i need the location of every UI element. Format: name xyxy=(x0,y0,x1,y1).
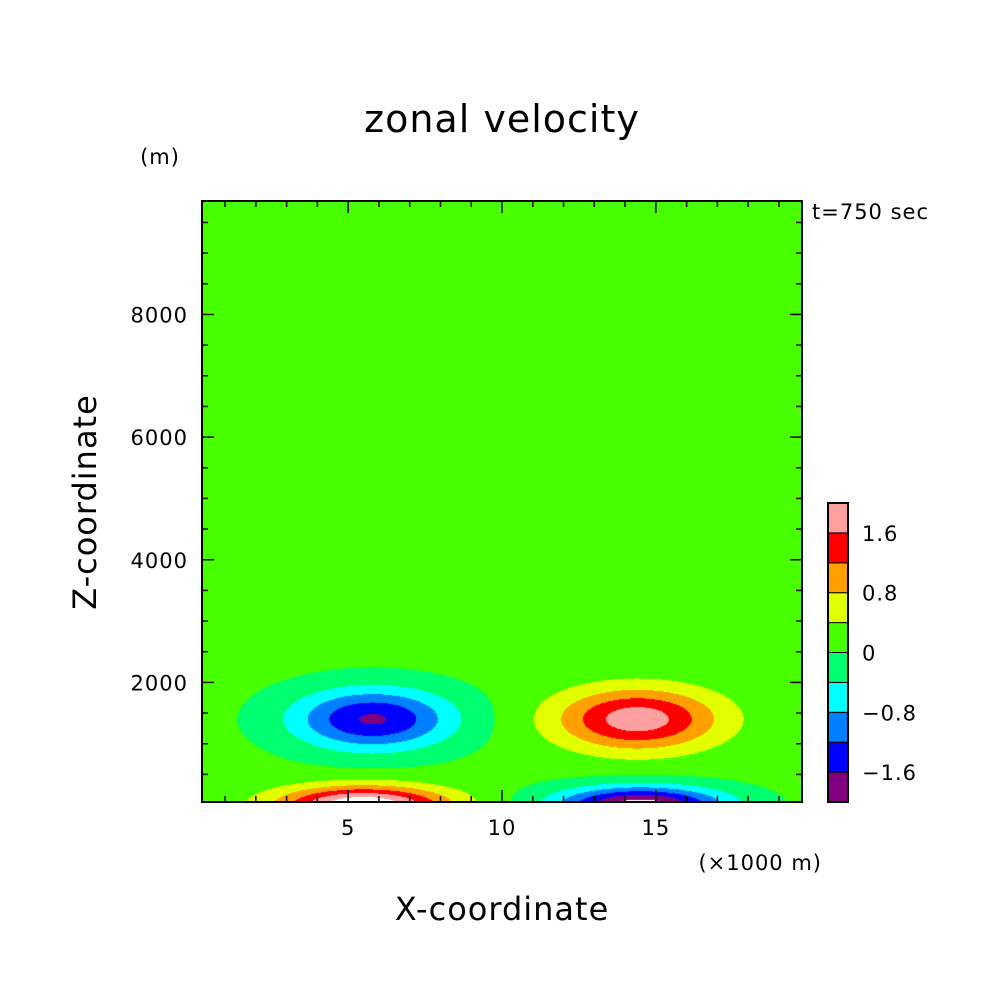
colorbar-swatch xyxy=(827,622,849,653)
colorbar: −1.6 −0.8 0 0.8 1.6 xyxy=(827,502,917,803)
colorbar-label: 0.8 xyxy=(862,582,898,606)
colorbar-swatch xyxy=(827,532,849,564)
colorbar-swatch xyxy=(827,592,849,624)
x-tick-label: 15 xyxy=(641,816,670,840)
colorbar-swatch xyxy=(827,681,849,713)
colorbar-frame xyxy=(827,502,849,803)
colorbar-swatch xyxy=(827,562,849,594)
colorbar-swatch xyxy=(827,502,849,534)
y-tick-label: 4000 xyxy=(131,549,188,573)
y-tick-label: 2000 xyxy=(131,671,188,695)
colorbar-label: 0 xyxy=(862,642,876,666)
contour-plot-area xyxy=(201,200,803,803)
x-axis-label: X-coordinate xyxy=(395,890,610,928)
colorbar-swatch xyxy=(827,771,849,803)
y-axis-label: Z-coordinate xyxy=(66,394,104,610)
colorbar-swatch xyxy=(827,741,849,773)
chart-title: zonal velocity xyxy=(364,97,640,141)
colorbar-label: 1.6 xyxy=(862,522,898,546)
colorbar-label: −0.8 xyxy=(862,701,917,725)
y-tick-label: 6000 xyxy=(131,426,188,450)
colorbar-swatch xyxy=(827,711,849,743)
axis-ticks: 5 10 15 2000 4000 6000 8000 xyxy=(131,201,802,840)
colorbar-label: −1.6 xyxy=(862,761,917,785)
x-unit-label: (×1000 m) xyxy=(698,851,822,875)
contour-fill xyxy=(202,201,802,802)
y-unit-label: (m) xyxy=(140,145,180,169)
time-label: t=750 sec xyxy=(812,200,929,224)
x-tick-label: 10 xyxy=(488,816,517,840)
y-tick-label: 8000 xyxy=(131,303,188,327)
x-tick-label: 5 xyxy=(341,816,355,840)
colorbar-swatch xyxy=(827,652,849,683)
